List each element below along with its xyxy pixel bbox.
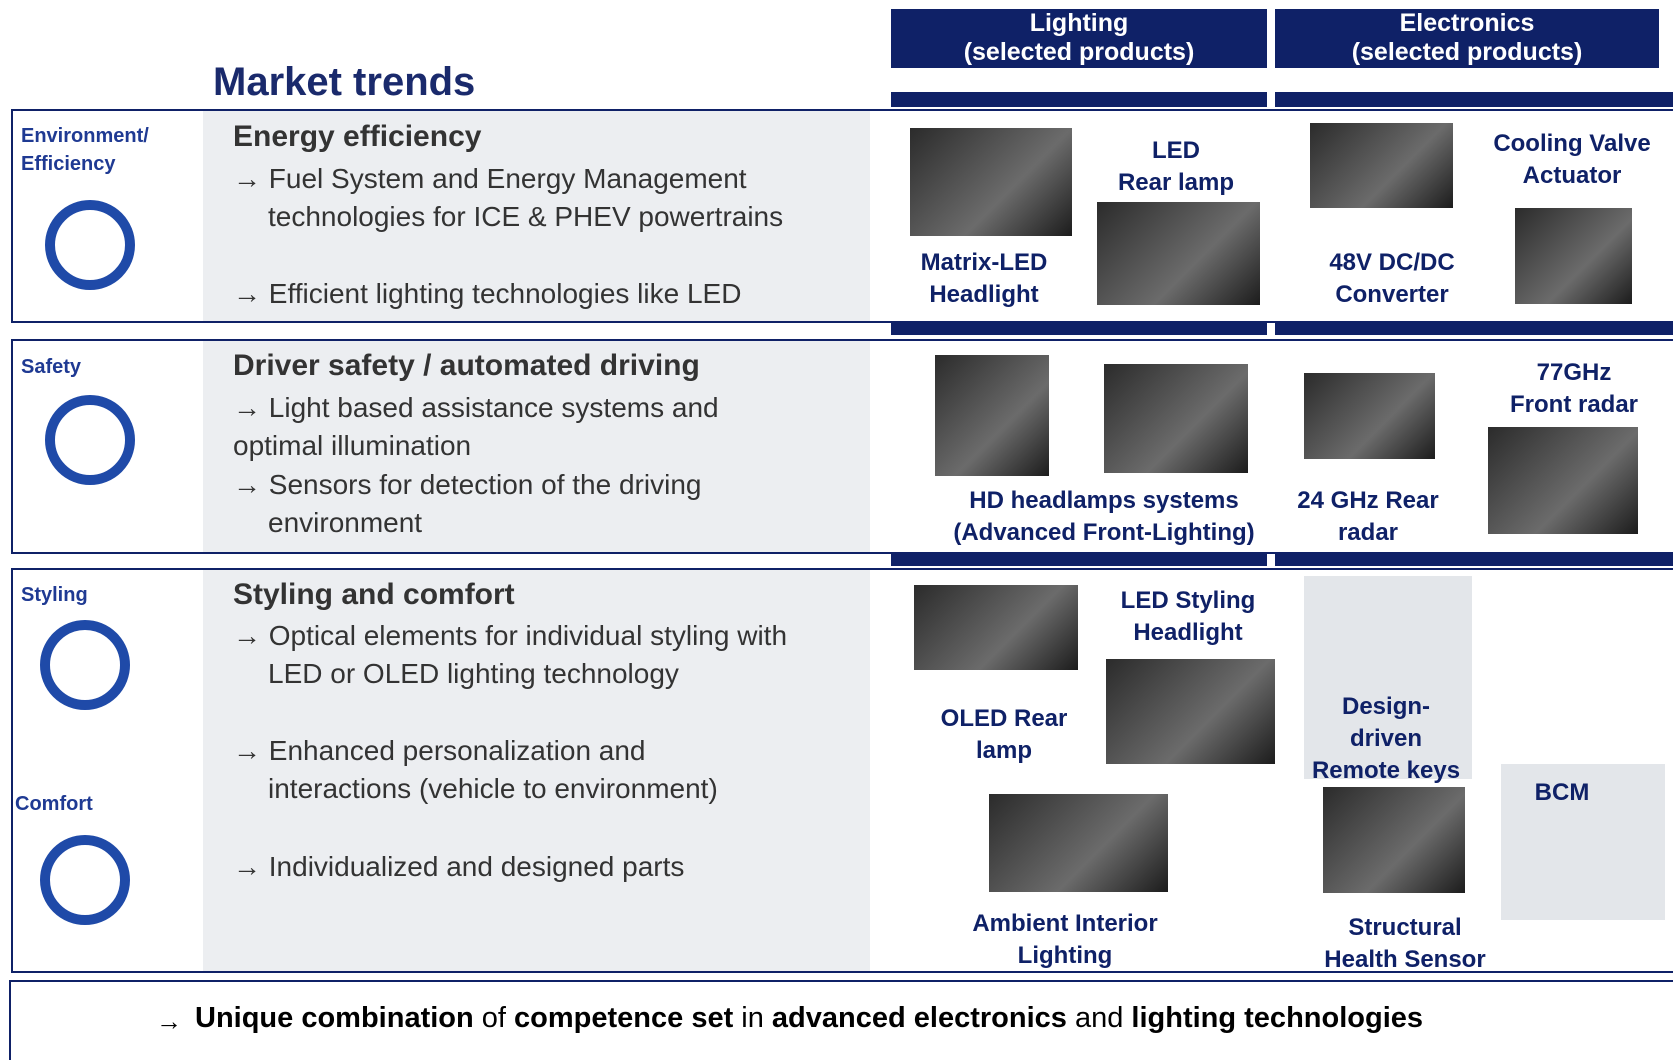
product-image xyxy=(1104,364,1248,473)
product-label-line: Matrix-LED xyxy=(921,247,1048,279)
footer-segment: of xyxy=(474,1002,514,1034)
bar xyxy=(891,323,1267,335)
bullet-line: technologies for ICE & PHEV powertrains xyxy=(268,198,783,236)
product-label-line: HD headlamps systems xyxy=(953,485,1254,517)
column-title: Electronics xyxy=(1275,9,1659,38)
column-header: Lighting(selected products) xyxy=(891,9,1267,68)
product-label-line: LED Styling xyxy=(1121,585,1256,617)
icon xyxy=(40,835,130,925)
bullet-line: → Optical elements for individual stylin… xyxy=(233,617,787,655)
bullet-line: → Light based assistance systems and xyxy=(233,389,719,427)
product-label-line: lamp xyxy=(941,735,1068,767)
product-label-line: Design- xyxy=(1312,691,1460,723)
bullet-line: optimal illumination xyxy=(233,427,471,465)
product-label-line: OLED Rear xyxy=(941,703,1068,735)
footer-segment: lighting technologies xyxy=(1131,1002,1423,1034)
product-label-line: Rear lamp xyxy=(1118,167,1234,199)
bar xyxy=(891,554,1267,566)
product-label-line: Remote keys xyxy=(1312,755,1460,787)
bullet-line: environment xyxy=(268,504,422,542)
product-label-line: Health Sensor xyxy=(1324,944,1485,976)
product-label-line: (Advanced Front-Lighting) xyxy=(953,517,1254,549)
footer-box: → Unique combination of competence set i… xyxy=(9,980,1673,1060)
footer-segment: advanced electronics xyxy=(772,1002,1067,1034)
product-image xyxy=(1323,787,1465,893)
column-subtitle: (selected products) xyxy=(1275,38,1659,67)
column-title: Lighting xyxy=(891,9,1267,38)
footer-text: Unique combination of competence set in … xyxy=(195,1002,1423,1035)
product-image xyxy=(1106,659,1275,764)
product-image xyxy=(1488,427,1638,534)
column-header: Electronics(selected products) xyxy=(1275,9,1659,68)
product-label-line: Actuator xyxy=(1493,160,1650,192)
category-label: Environment/ xyxy=(21,122,149,150)
product-label-line: 77GHz xyxy=(1510,357,1638,389)
footer-segment: in xyxy=(733,1002,772,1034)
product-label-line: driven xyxy=(1312,723,1460,755)
bullet-line: → Fuel System and Energy Management xyxy=(233,160,747,198)
bar xyxy=(1275,554,1673,566)
product-label: Matrix-LEDHeadlight xyxy=(921,247,1048,311)
product-label-line: Lighting xyxy=(972,940,1157,972)
row-heading: Energy efficiency xyxy=(233,120,481,154)
category-label: Styling xyxy=(21,581,88,609)
footer-segment: and xyxy=(1067,1002,1132,1034)
product-label-line: Front radar xyxy=(1510,389,1638,421)
bullet-line: → Enhanced personalization and xyxy=(233,732,646,770)
bar xyxy=(1275,323,1673,335)
product-label-line: radar xyxy=(1297,517,1438,549)
product-label: BCM xyxy=(1535,777,1590,809)
footer-segment: Unique combination xyxy=(195,1002,474,1034)
product-label-line: Structural xyxy=(1324,912,1485,944)
bullet-line: → Sensors for detection of the driving xyxy=(233,466,701,504)
category-label: Safety xyxy=(21,353,81,381)
bar xyxy=(1275,92,1673,107)
column-subtitle: (selected products) xyxy=(891,38,1267,67)
bar xyxy=(891,92,1267,107)
product-label-line: BCM xyxy=(1535,777,1590,809)
icon xyxy=(45,395,135,485)
slide-title: Market trends xyxy=(213,60,475,105)
product-image xyxy=(914,585,1078,670)
product-label-line: Headlight xyxy=(1121,617,1256,649)
bullet-line: LED or OLED lighting technology xyxy=(268,655,679,693)
row-heading: Styling and comfort xyxy=(233,578,515,612)
footer-segment: competence set xyxy=(514,1002,733,1034)
slide: Lighting(selected products) Electronics(… xyxy=(0,0,1673,1053)
bullet-line: → Efficient lighting technologies like L… xyxy=(233,275,741,313)
product-label-line: Ambient Interior xyxy=(972,908,1157,940)
product-image xyxy=(935,355,1049,476)
product-label-line: LED xyxy=(1118,135,1234,167)
product-label-line: 24 GHz Rear xyxy=(1297,485,1438,517)
row-heading: Driver safety / automated driving xyxy=(233,349,700,383)
product-label-line: Converter xyxy=(1329,279,1454,311)
category-label: Comfort xyxy=(15,790,93,818)
product-label-line: Cooling Valve xyxy=(1493,128,1650,160)
product-image xyxy=(910,128,1072,236)
product-image xyxy=(1304,373,1435,459)
product-label: HD headlamps systems(Advanced Front-Ligh… xyxy=(953,485,1254,549)
product-image xyxy=(1097,202,1260,305)
product-image xyxy=(989,794,1168,892)
product-label-line: 48V DC/DC xyxy=(1329,247,1454,279)
product-label-line: Headlight xyxy=(921,279,1048,311)
bullet-line: → Individualized and designed parts xyxy=(233,848,684,886)
footer-arrow: → xyxy=(156,1006,182,1037)
icon xyxy=(45,200,135,290)
product-image xyxy=(1515,208,1632,304)
bullet-line: interactions (vehicle to environment) xyxy=(268,770,718,808)
category-label: Efficiency xyxy=(21,150,115,178)
icon xyxy=(40,620,130,710)
product-image xyxy=(1310,123,1453,208)
